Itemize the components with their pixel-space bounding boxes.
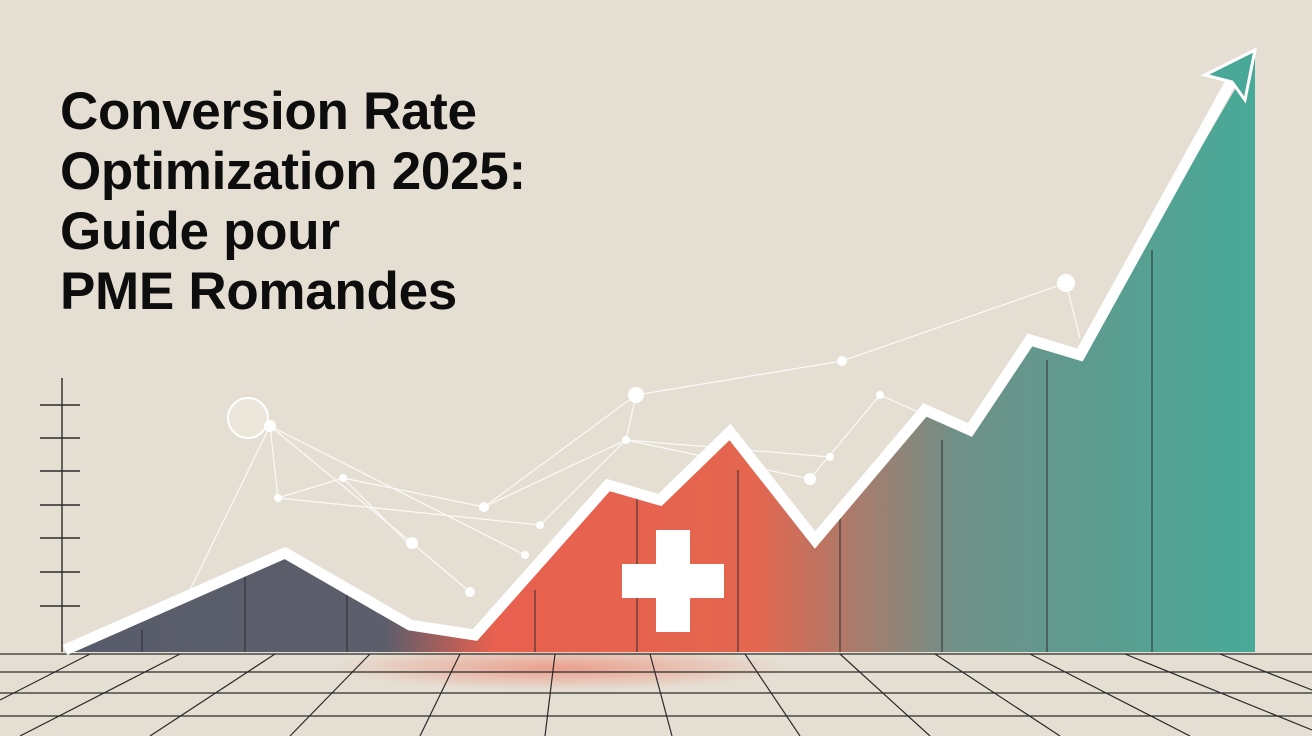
swiss-cross-icon [622, 530, 724, 632]
title-line: Guide pour [60, 202, 340, 261]
trend-line [62, 77, 1237, 656]
title-line: Conversion Rate [60, 82, 477, 141]
title-line: PME Romandes [60, 262, 457, 321]
trend-arrow-icon [1200, 47, 1258, 104]
floor-grid [0, 653, 1312, 736]
growth-area [65, 55, 1255, 652]
network-nodes [227, 274, 1075, 597]
y-axis [40, 378, 80, 652]
title-line: Optimization 2025: [60, 142, 526, 201]
area-dividers [141, 250, 1153, 652]
floor-glow [330, 646, 790, 690]
page-title: Conversion Rate Optimization 2025: Guide… [60, 82, 526, 322]
